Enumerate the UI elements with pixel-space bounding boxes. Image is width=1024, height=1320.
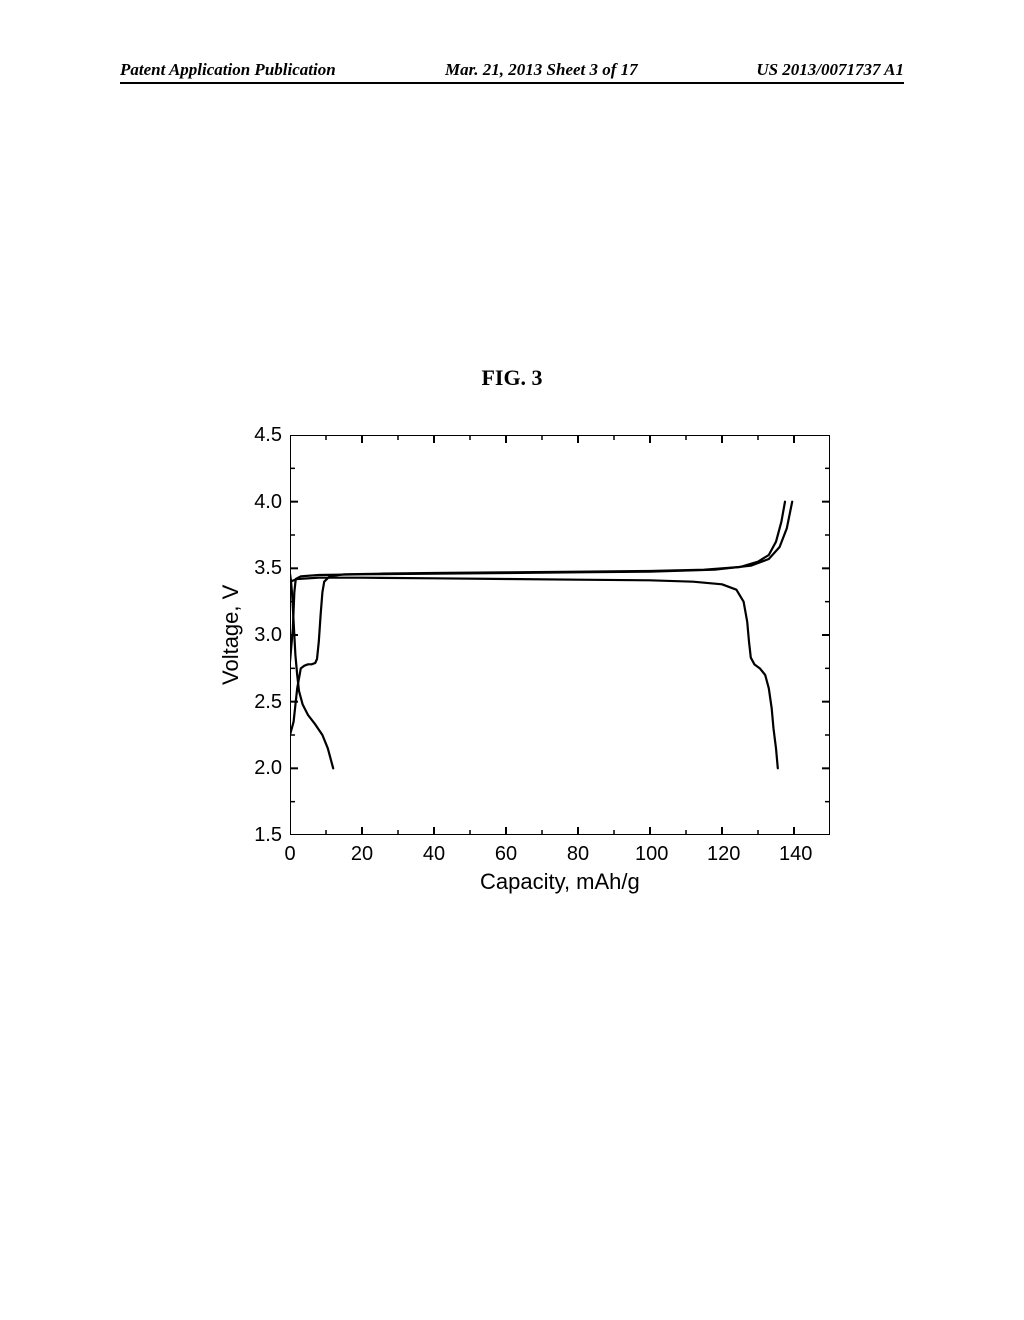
- header-right: US 2013/0071737 A1: [756, 60, 904, 80]
- x-tick-label: 20: [347, 843, 377, 866]
- page: Patent Application Publication Mar. 21, …: [0, 0, 1024, 1320]
- x-tick-label: 40: [419, 843, 449, 866]
- header-center: Mar. 21, 2013 Sheet 3 of 17: [445, 60, 638, 80]
- voltage-capacity-chart: [290, 435, 830, 835]
- x-axis-label: Capacity, mAh/g: [480, 869, 640, 895]
- y-axis-label: Voltage, V: [218, 585, 244, 685]
- y-tick-label: 3.0: [254, 624, 282, 647]
- x-tick-label: 140: [779, 843, 809, 866]
- y-tick-label: 2.5: [254, 691, 282, 714]
- x-tick-label: 80: [563, 843, 593, 866]
- y-tick-label: 4.5: [254, 424, 282, 447]
- x-tick-label: 100: [635, 843, 665, 866]
- x-tick-label: 120: [707, 843, 737, 866]
- header-left: Patent Application Publication: [120, 60, 336, 80]
- y-tick-label: 1.5: [254, 824, 282, 847]
- chart-svg: [290, 435, 830, 835]
- y-tick-label: 4.0: [254, 491, 282, 514]
- figure-title: FIG. 3: [0, 365, 1024, 391]
- header-rule: [120, 82, 904, 84]
- y-tick-label: 2.0: [254, 757, 282, 780]
- y-tick-label: 3.5: [254, 557, 282, 580]
- x-tick-label: 60: [491, 843, 521, 866]
